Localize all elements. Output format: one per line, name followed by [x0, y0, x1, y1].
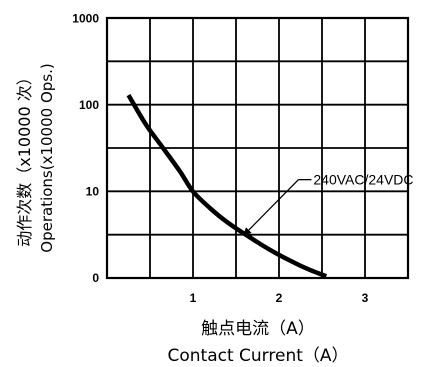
x-axis-title: 触点电流（A）: [201, 319, 315, 339]
y-tick-label: 0: [92, 271, 99, 285]
annotation-layer: 240VAC/24VDC: [243, 172, 414, 236]
series-annotation-label: 240VAC/24VDC: [313, 172, 413, 188]
x-tick-label: 3: [362, 291, 369, 305]
x-tick-label: 2: [276, 291, 283, 305]
y-tick-label: 100: [79, 98, 99, 112]
grid: [105, 16, 410, 280]
x-axis-ticks: 1 2 3: [190, 291, 369, 305]
series-line: [126, 93, 328, 279]
y-tick-label: 1000: [72, 12, 99, 26]
annotation-arrow: [243, 179, 299, 236]
series-layer: [126, 93, 328, 279]
y-axis-ticks: 0 10 100 1000: [72, 12, 99, 286]
x-axis-title-en: Contact Current（A）: [167, 346, 348, 366]
y-tick-label: 10: [86, 185, 100, 199]
y-axis-title: 动作次数（x10000 次）: [15, 69, 34, 246]
x-tick-label: 1: [190, 291, 197, 305]
y-axis-title-en: Operations(x10000 Ops.): [38, 63, 56, 252]
